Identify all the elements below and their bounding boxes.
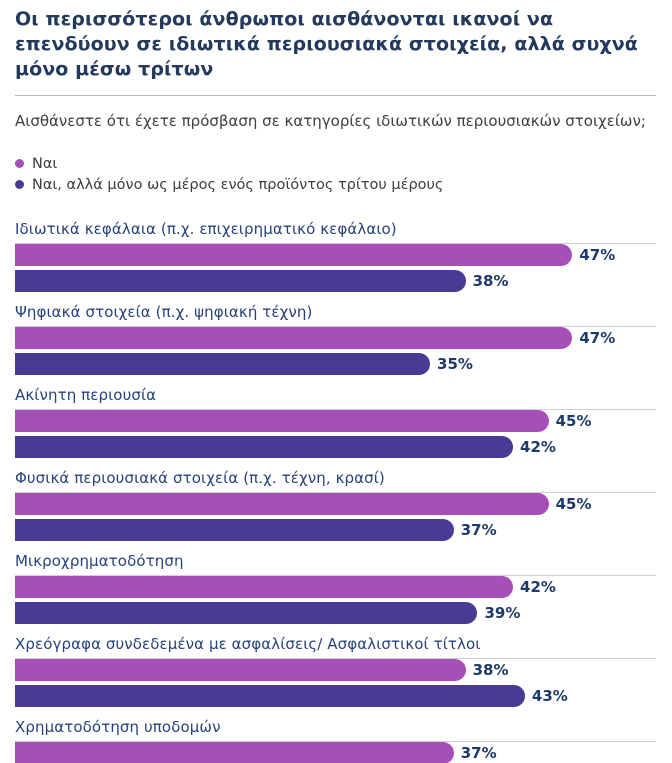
bar-yes — [15, 410, 549, 433]
title-divider — [15, 95, 656, 97]
legend: Ναι Ναι, αλλά μόνο ως μέρος ενός προϊόντο… — [15, 153, 656, 195]
bar-third-party — [15, 519, 454, 542]
bar-group: Ψηφιακά στοιχεία (π.χ. ψηφιακή τέχνη) 47%… — [15, 303, 656, 376]
value-label: 38% — [472, 272, 509, 291]
bar-yes — [15, 244, 573, 267]
legend-item: Ναι — [15, 153, 656, 174]
bar-row: 42% — [15, 436, 656, 459]
category-label: Χρεόγραφα συνδεδεμένα με ασφαλίσεις/ Ασφ… — [15, 635, 481, 654]
category-label: Χρηματοδότηση υποδομών — [15, 718, 221, 737]
value-label: 42% — [520, 578, 556, 597]
bar-row: 47% — [15, 244, 656, 267]
bar-group: Χρεόγραφα συνδεδεμένα με ασφαλίσεις/ Ασφ… — [15, 635, 656, 708]
value-label: 35% — [437, 355, 473, 374]
bar-third-party — [15, 353, 431, 376]
bar-row: 42% — [15, 576, 656, 599]
bar-row: 38% — [15, 659, 656, 682]
bar-chart: Ιδιωτικά κεφάλαια (π.χ. επιχειρηματικό κ… — [15, 220, 656, 763]
value-label: 39% — [484, 604, 521, 623]
value-label: 42% — [520, 438, 556, 457]
bar-row: 47% — [15, 327, 656, 350]
bar-row: 38% — [15, 270, 656, 293]
category-label: Φυσικά περιουσιακά στοιχεία (π.χ. τέχνη,… — [15, 469, 385, 488]
value-label: 43% — [531, 687, 568, 706]
bar-yes — [15, 742, 454, 763]
bar-row: 45% — [15, 493, 656, 516]
bar-third-party — [15, 436, 514, 459]
legend-label: Ναι — [32, 155, 58, 172]
value-label: 38% — [472, 661, 509, 680]
bar-group: Μικροχρηματοδότηση 42% 39% — [15, 552, 656, 625]
bar-third-party — [15, 602, 478, 625]
chart-title: Οι περισσότεροι άνθρωποι αισθάνονται ικα… — [15, 8, 638, 81]
bar-group: Χρηματοδότηση υποδομών 37%41% — [15, 718, 656, 763]
bar-row: 35% — [15, 353, 656, 376]
value-label: 37% — [460, 521, 497, 540]
bar-pair: 37%41% — [15, 741, 656, 763]
bar-group: Ακίνητη περιουσία 45% 42% — [15, 386, 656, 459]
bar-row: 37% — [15, 519, 656, 542]
bar-yes — [15, 659, 466, 682]
category-label: Ψηφιακά στοιχεία (π.χ. ψηφιακή τέχνη) — [15, 303, 313, 322]
bar-yes — [15, 576, 514, 599]
category-label: Μικροχρηματοδότηση — [15, 552, 184, 571]
bar-row: 37% — [15, 742, 656, 763]
bar-yes — [15, 327, 573, 350]
legend-label: Ναι, αλλά μόνο ως μέρος ενός προϊόντος τ… — [32, 176, 444, 193]
value-label: 47% — [579, 329, 616, 348]
bar-group: Ιδιωτικά κεφάλαια (π.χ. επιχειρηματικό κ… — [15, 220, 656, 293]
bar-row: 43% — [15, 685, 656, 708]
bar-third-party — [15, 685, 525, 708]
bar-pair: 47% 35% — [15, 326, 656, 376]
bar-pair: 45% 42% — [15, 409, 656, 459]
value-label: 45% — [555, 412, 592, 431]
legend-item: Ναι, αλλά μόνο ως μέρος ενός προϊόντος τ… — [15, 174, 656, 195]
bar-third-party — [15, 270, 466, 293]
bar-group: Φυσικά περιουσιακά στοιχεία (π.χ. τέχνη,… — [15, 469, 656, 542]
bar-pair: 38% 43% — [15, 658, 656, 708]
bar-row: 39% — [15, 602, 656, 625]
survey-question: Αισθάνεστε ότι έχετε πρόσβαση σε κατηγορ… — [15, 112, 646, 131]
bar-pair: 42% 39% — [15, 575, 656, 625]
bar-pair: 45% 37% — [15, 492, 656, 542]
bar-row: 45% — [15, 410, 656, 433]
value-label: 47% — [579, 246, 616, 265]
legend-dot-icon — [15, 180, 24, 190]
bar-yes — [15, 493, 549, 516]
category-label: Ακίνητη περιουσία — [15, 386, 157, 405]
bar-pair: 47% 38% — [15, 243, 656, 293]
legend-dot-icon — [15, 159, 24, 169]
value-label: 37% — [460, 744, 497, 763]
category-label: Ιδιωτικά κεφάλαια (π.χ. επιχειρηματικό κ… — [15, 220, 397, 239]
value-label: 45% — [555, 495, 592, 514]
